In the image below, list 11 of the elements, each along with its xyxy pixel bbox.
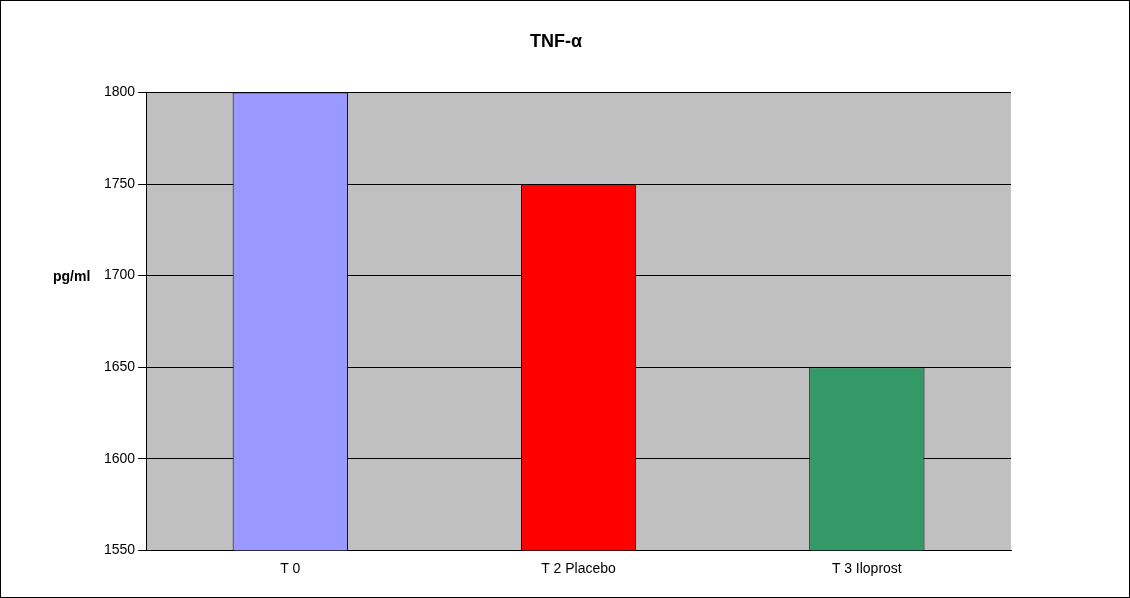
y-tick-label: 1800 [103, 83, 136, 100]
x-tick-label: T 0 [280, 560, 301, 577]
y-tick-label: 1600 [103, 449, 136, 466]
chart-title: TNF-α [529, 30, 583, 51]
x-tick-label: T 3 Iloprost [831, 560, 902, 577]
y-tick-label: 1700 [103, 266, 136, 283]
x-tick-label: T 2 Placebo [541, 560, 617, 577]
y-tick-label: 1550 [103, 541, 136, 558]
y-tick-label: 1650 [103, 358, 136, 375]
y-axis-title: pg/ml [53, 268, 91, 284]
y-tick-label: 1750 [103, 174, 136, 191]
